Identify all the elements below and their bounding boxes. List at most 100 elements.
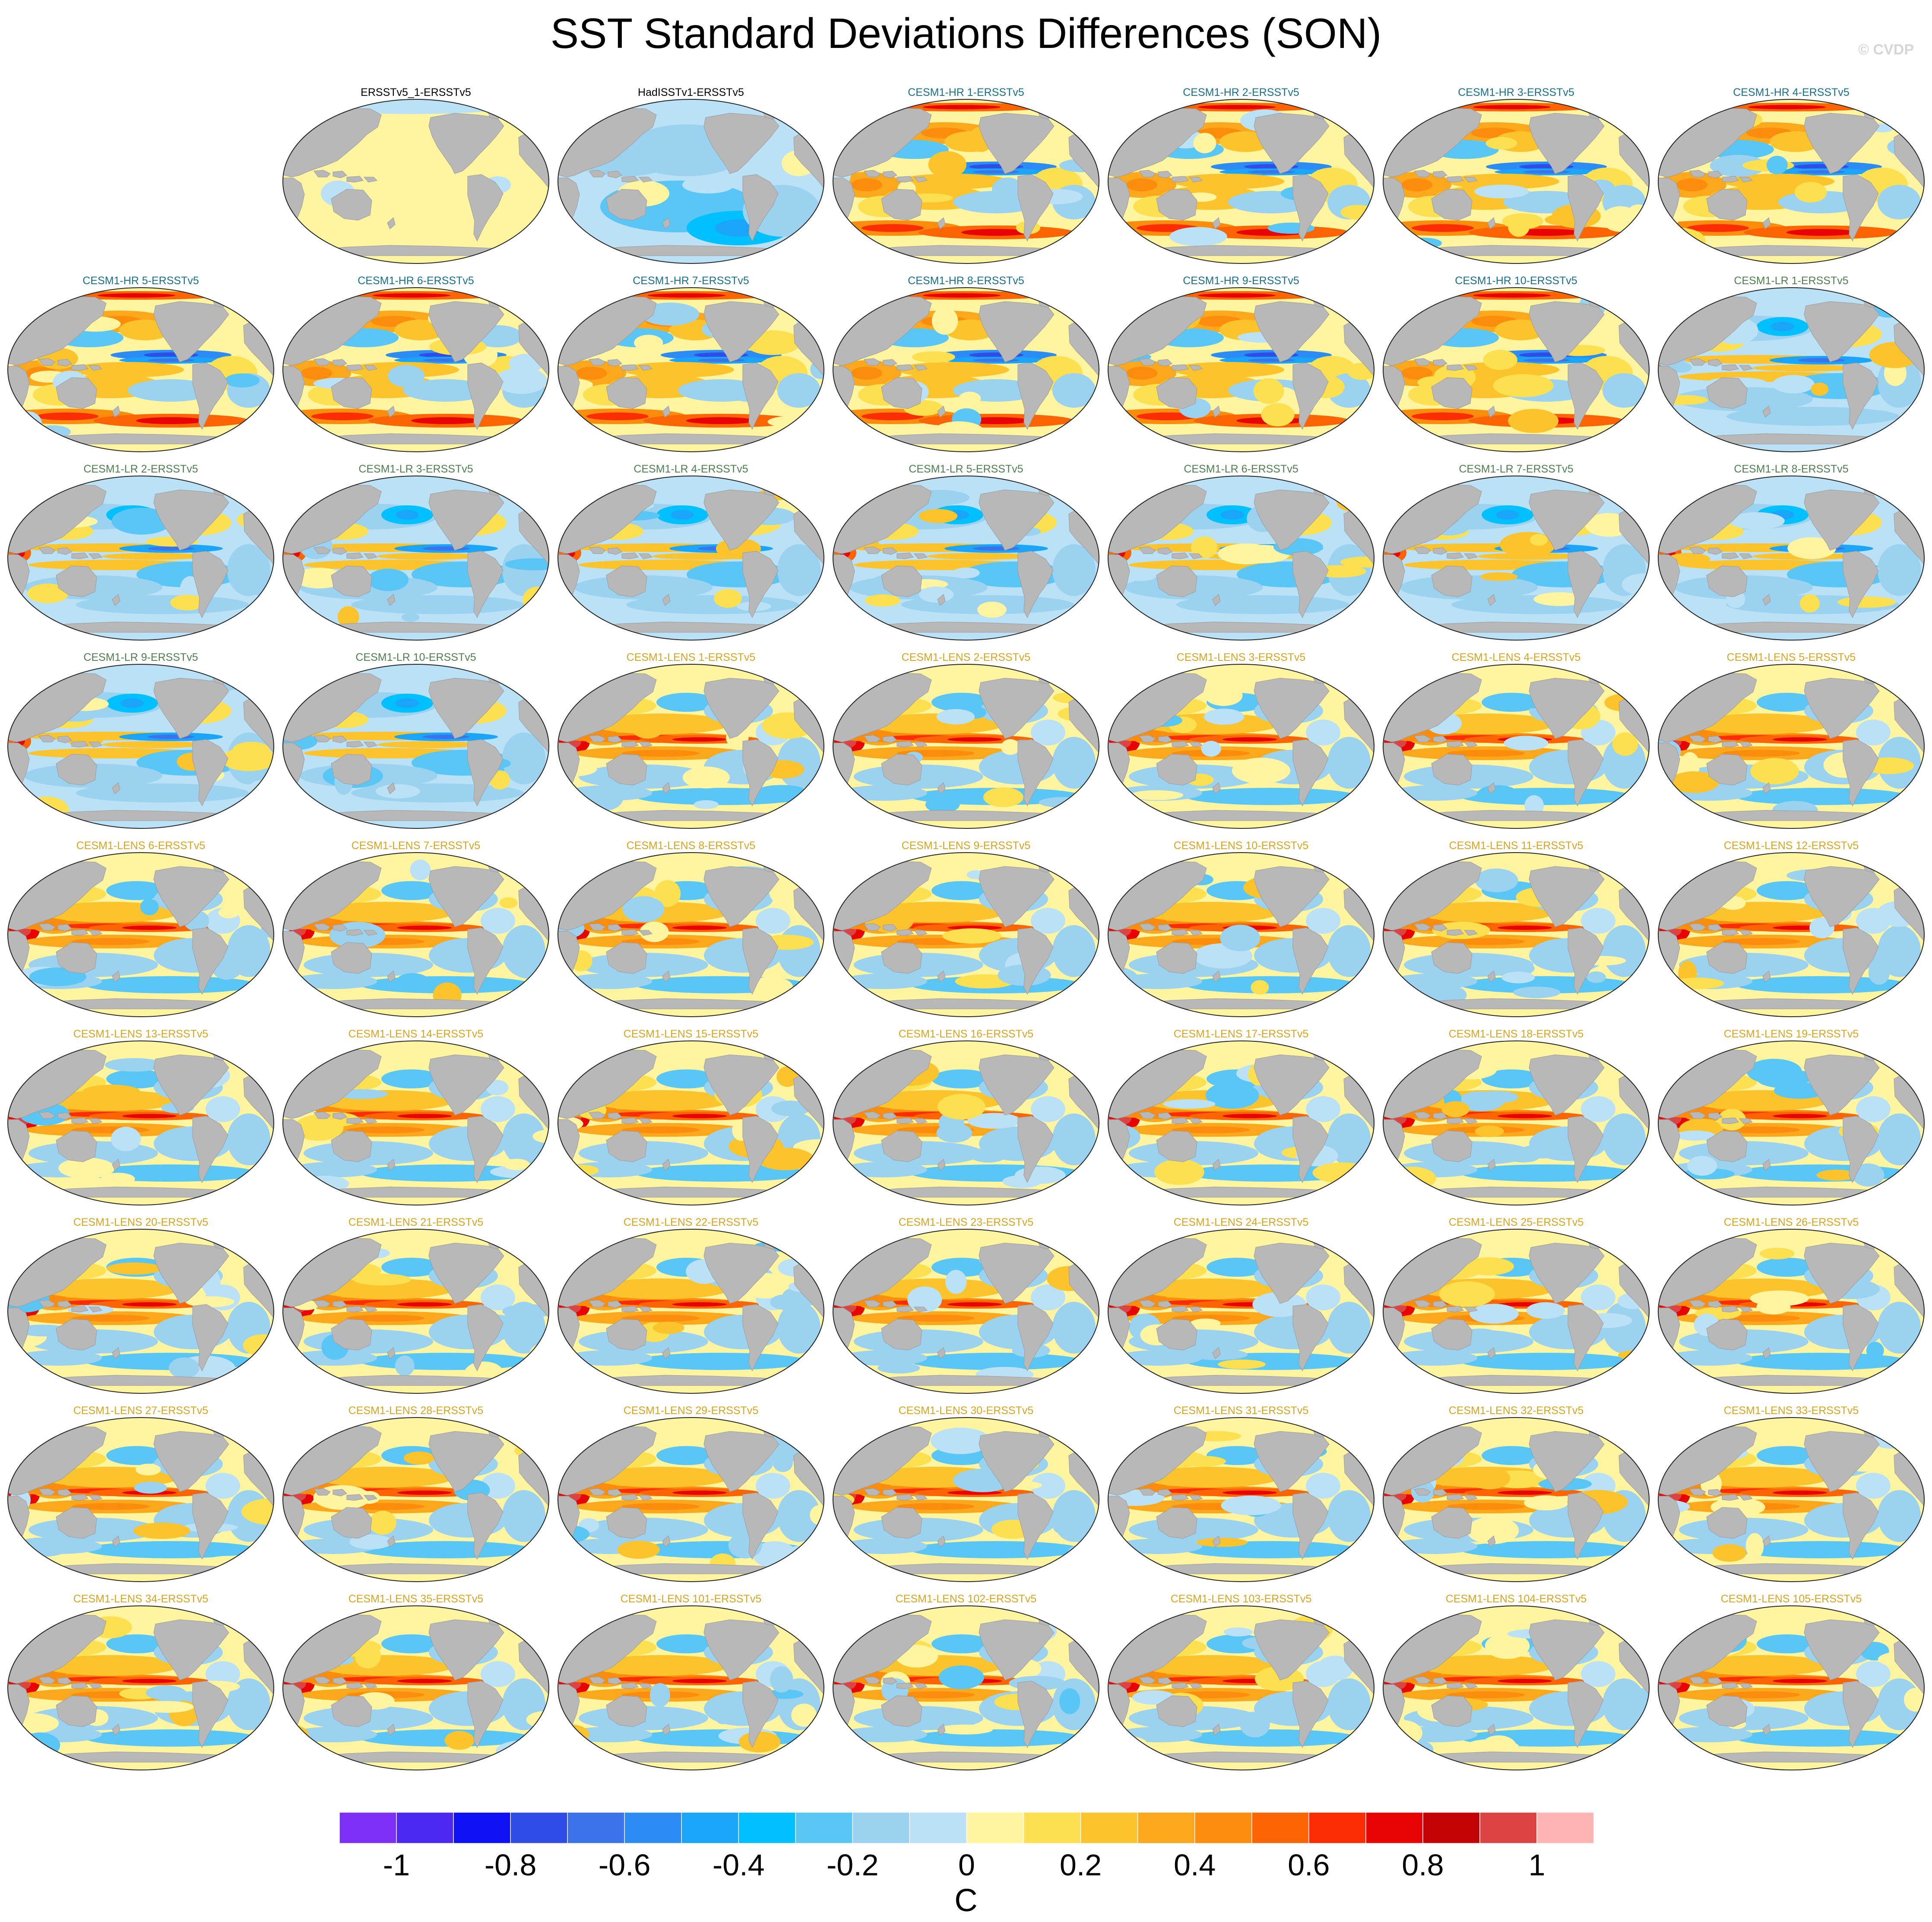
- field-anomaly-core: [1473, 105, 1551, 109]
- land-mass: [1139, 546, 1156, 554]
- land-mass: [621, 1494, 639, 1501]
- field-anomaly-patch: [1391, 974, 1477, 989]
- land-mass: [1722, 176, 1739, 183]
- map-outline: [1383, 852, 1650, 1017]
- field-anomaly-patch: [1391, 1350, 1477, 1366]
- field-anomaly-patch: [1485, 1633, 1530, 1659]
- map-panel: CESM1-HR 2-ERSSTv5: [1107, 86, 1375, 264]
- colorbar-swatch: [453, 1812, 511, 1843]
- panel-title: CESM1-LENS 9-ERSSTv5: [901, 840, 1031, 852]
- land-mass: [864, 1300, 881, 1307]
- land-mass: [1158, 359, 1172, 367]
- field-anomaly-patch: [76, 783, 249, 802]
- map-panel: CESM1-LR 2-ERSSTv5: [7, 463, 275, 641]
- field-anomaly-patch: [1474, 184, 1529, 199]
- field-anomaly-patch: [1794, 182, 1827, 203]
- field-anomaly-patch: [910, 1729, 1083, 1747]
- panel-title: CESM1-LENS 34-ERSSTv5: [73, 1593, 209, 1605]
- field-anomaly-patch: [502, 1678, 545, 1730]
- field-anomaly-patch: [1251, 980, 1269, 995]
- global-sst-map: [1383, 664, 1650, 829]
- land-mass: [1172, 364, 1189, 371]
- field-anomaly-patch: [283, 694, 297, 712]
- land-mass: [1463, 742, 1478, 748]
- field-anomaly-patch: [169, 1357, 200, 1379]
- field-anomaly-core: [1773, 1679, 1827, 1683]
- field-anomaly-patch: [225, 373, 260, 388]
- land-mass: [1708, 1489, 1723, 1497]
- field-anomaly-core: [1412, 412, 1474, 420]
- map-panel: CESM1-LENS 10-ERSSTv5: [1107, 840, 1375, 1018]
- field-anomaly-patch: [1799, 594, 1820, 612]
- map-panel: CESM1-LENS 7-ERSSTv5: [282, 840, 550, 1018]
- global-sst-map: [1658, 1417, 1925, 1582]
- field-anomaly-core: [851, 178, 882, 191]
- land-mass: [314, 923, 331, 931]
- land-mass: [363, 1307, 378, 1313]
- field-anomaly-core: [1498, 926, 1552, 930]
- field-anomaly-patch: [656, 1634, 717, 1653]
- land-mass: [1172, 552, 1189, 559]
- land-mass: [38, 1676, 56, 1684]
- land-mass: [638, 1118, 653, 1124]
- land-mass: [621, 1117, 639, 1124]
- land-mass: [1390, 810, 1642, 821]
- land-mass: [333, 547, 347, 555]
- land-mass: [1115, 622, 1367, 633]
- land-mass: [112, 971, 120, 983]
- field-anomaly-patch: [401, 612, 420, 622]
- field-anomaly-patch: [1460, 1164, 1633, 1182]
- land-mass: [467, 1681, 504, 1748]
- field-anomaly-patch: [777, 544, 820, 596]
- land-mass: [1390, 1375, 1642, 1386]
- field-anomaly-patch: [841, 785, 927, 801]
- land-mass: [56, 1130, 97, 1162]
- land-mass: [290, 1563, 542, 1574]
- land-mass: [1447, 552, 1464, 559]
- land-mass: [1722, 552, 1739, 559]
- field-anomaly-patch: [381, 1634, 442, 1653]
- land-mass: [606, 1130, 647, 1162]
- land-mass: [1172, 176, 1189, 183]
- land-mass: [56, 754, 97, 786]
- land-mass: [1463, 177, 1478, 183]
- map-outline: [1658, 1229, 1925, 1394]
- panel-title: CESM1-LENS 25-ERSSTv5: [1448, 1216, 1584, 1228]
- land-mass: [913, 177, 928, 183]
- map-outline: [282, 1417, 549, 1582]
- field-anomaly-patch: [1306, 1285, 1340, 1310]
- field-anomaly-patch: [1417, 902, 1555, 923]
- land-mass: [1722, 364, 1739, 371]
- panel-title: CESM1-LENS 19-ERSSTv5: [1723, 1028, 1859, 1040]
- field-anomaly-patch: [649, 1683, 670, 1707]
- land-mass: [565, 998, 817, 1009]
- field-anomaly-patch: [897, 362, 1009, 377]
- field-anomaly-patch: [1218, 1359, 1266, 1369]
- field-anomaly-core: [622, 938, 700, 945]
- field-anomaly-patch: [1432, 922, 1490, 939]
- land-mass: [896, 1117, 914, 1124]
- global-sst-map: [1108, 1229, 1375, 1394]
- field-anomaly-patch: [767, 416, 813, 428]
- panel-title: CESM1-LENS 20-ERSSTv5: [73, 1216, 209, 1228]
- land-mass: [1708, 736, 1723, 743]
- field-anomaly-patch: [206, 1096, 240, 1122]
- field-anomaly-patch: [983, 787, 1023, 807]
- land-mass: [937, 594, 946, 606]
- field-anomaly-patch: [1530, 534, 1548, 546]
- global-sst-map: [557, 1605, 824, 1770]
- field-anomaly-patch: [1327, 737, 1371, 789]
- field-anomaly-patch: [640, 921, 669, 942]
- land-mass: [1414, 735, 1431, 742]
- field-anomaly-patch: [1878, 1302, 1921, 1354]
- land-mass: [88, 1307, 103, 1313]
- field-anomaly-patch: [291, 974, 377, 989]
- land-mass: [1706, 1319, 1748, 1351]
- colorbar-swatch: [339, 1812, 397, 1843]
- land-mass: [1292, 1116, 1329, 1183]
- field-anomaly-patch: [682, 766, 730, 789]
- land-mass: [937, 782, 946, 794]
- field-anomaly-patch: [1675, 1130, 1716, 1141]
- field-anomaly-core: [686, 417, 756, 424]
- land-mass: [1762, 594, 1771, 606]
